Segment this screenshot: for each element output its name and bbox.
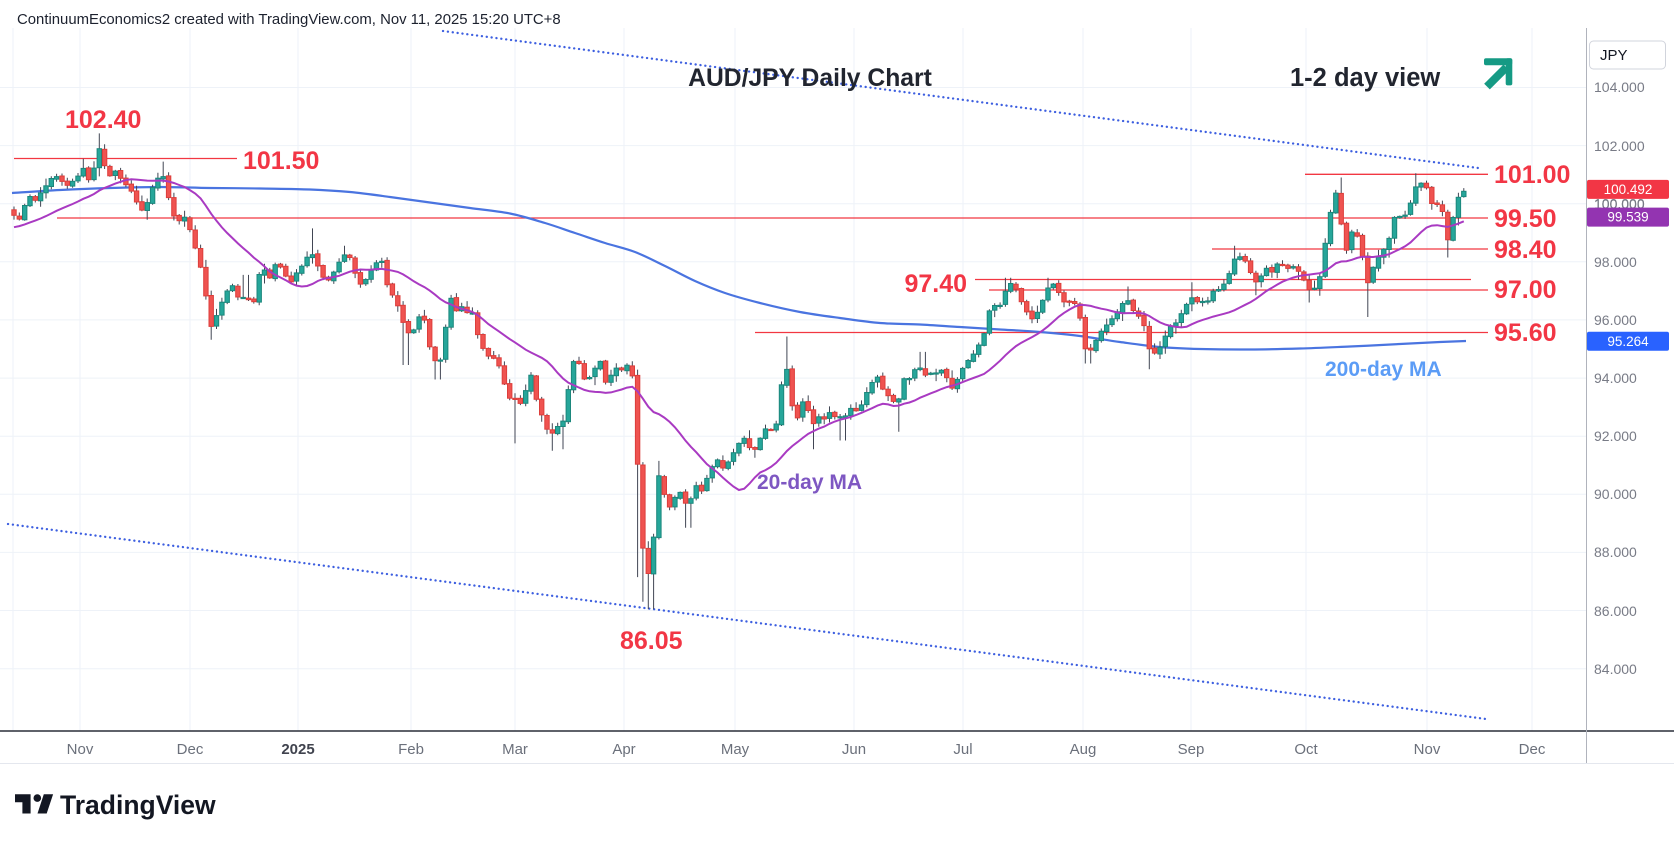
svg-text:101.00: 101.00	[1494, 161, 1570, 189]
svg-text:97.00: 97.00	[1494, 276, 1557, 304]
svg-text:102.40: 102.40	[65, 106, 141, 134]
svg-text:2025: 2025	[281, 741, 314, 758]
svg-text:TradingView: TradingView	[60, 790, 216, 820]
svg-text:101.50: 101.50	[243, 147, 319, 175]
svg-text:86.05: 86.05	[620, 627, 683, 655]
svg-text:Apr: Apr	[612, 741, 635, 758]
svg-text:84.000: 84.000	[1594, 661, 1637, 677]
svg-text:Jul: Jul	[953, 741, 972, 758]
svg-text:Sep: Sep	[1178, 741, 1205, 758]
svg-text:97.40: 97.40	[904, 270, 967, 298]
svg-text:86.000: 86.000	[1594, 603, 1637, 619]
svg-text:May: May	[721, 741, 750, 758]
svg-text:92.000: 92.000	[1594, 428, 1637, 444]
svg-text:AUD/JPY Daily Chart: AUD/JPY Daily Chart	[688, 65, 932, 92]
svg-text:98.000: 98.000	[1594, 254, 1637, 270]
svg-text:JPY: JPY	[1600, 47, 1628, 64]
svg-text:200-day MA: 200-day MA	[1325, 358, 1442, 381]
svg-text:20-day MA: 20-day MA	[757, 471, 862, 494]
svg-text:Mar: Mar	[502, 741, 528, 758]
svg-text:100.492: 100.492	[1604, 182, 1653, 197]
svg-text:95.60: 95.60	[1494, 319, 1557, 347]
svg-text:90.000: 90.000	[1594, 486, 1637, 502]
svg-text:102.000: 102.000	[1594, 138, 1645, 154]
svg-text:96.000: 96.000	[1594, 312, 1637, 328]
svg-text:94.000: 94.000	[1594, 370, 1637, 386]
svg-text:Jun: Jun	[842, 741, 866, 758]
svg-text:Dec: Dec	[1519, 741, 1546, 758]
svg-text:95.264: 95.264	[1607, 334, 1649, 349]
svg-text:Nov: Nov	[1414, 741, 1441, 758]
svg-text:Nov: Nov	[67, 741, 94, 758]
svg-text:1-2 day view: 1-2 day view	[1290, 64, 1440, 92]
svg-text:88.000: 88.000	[1594, 544, 1637, 560]
svg-text:99.539: 99.539	[1607, 210, 1648, 225]
svg-text:Oct: Oct	[1294, 741, 1318, 758]
svg-text:98.40: 98.40	[1494, 236, 1557, 264]
svg-text:100.000: 100.000	[1594, 196, 1645, 212]
svg-text:104.000: 104.000	[1594, 79, 1645, 95]
svg-text:Dec: Dec	[177, 741, 204, 758]
svg-text:99.50: 99.50	[1494, 205, 1557, 233]
svg-text:Feb: Feb	[398, 741, 424, 758]
svg-text:ContinuumEconomics2 created wi: ContinuumEconomics2 created with Trading…	[17, 12, 561, 28]
svg-text:Aug: Aug	[1070, 741, 1097, 758]
